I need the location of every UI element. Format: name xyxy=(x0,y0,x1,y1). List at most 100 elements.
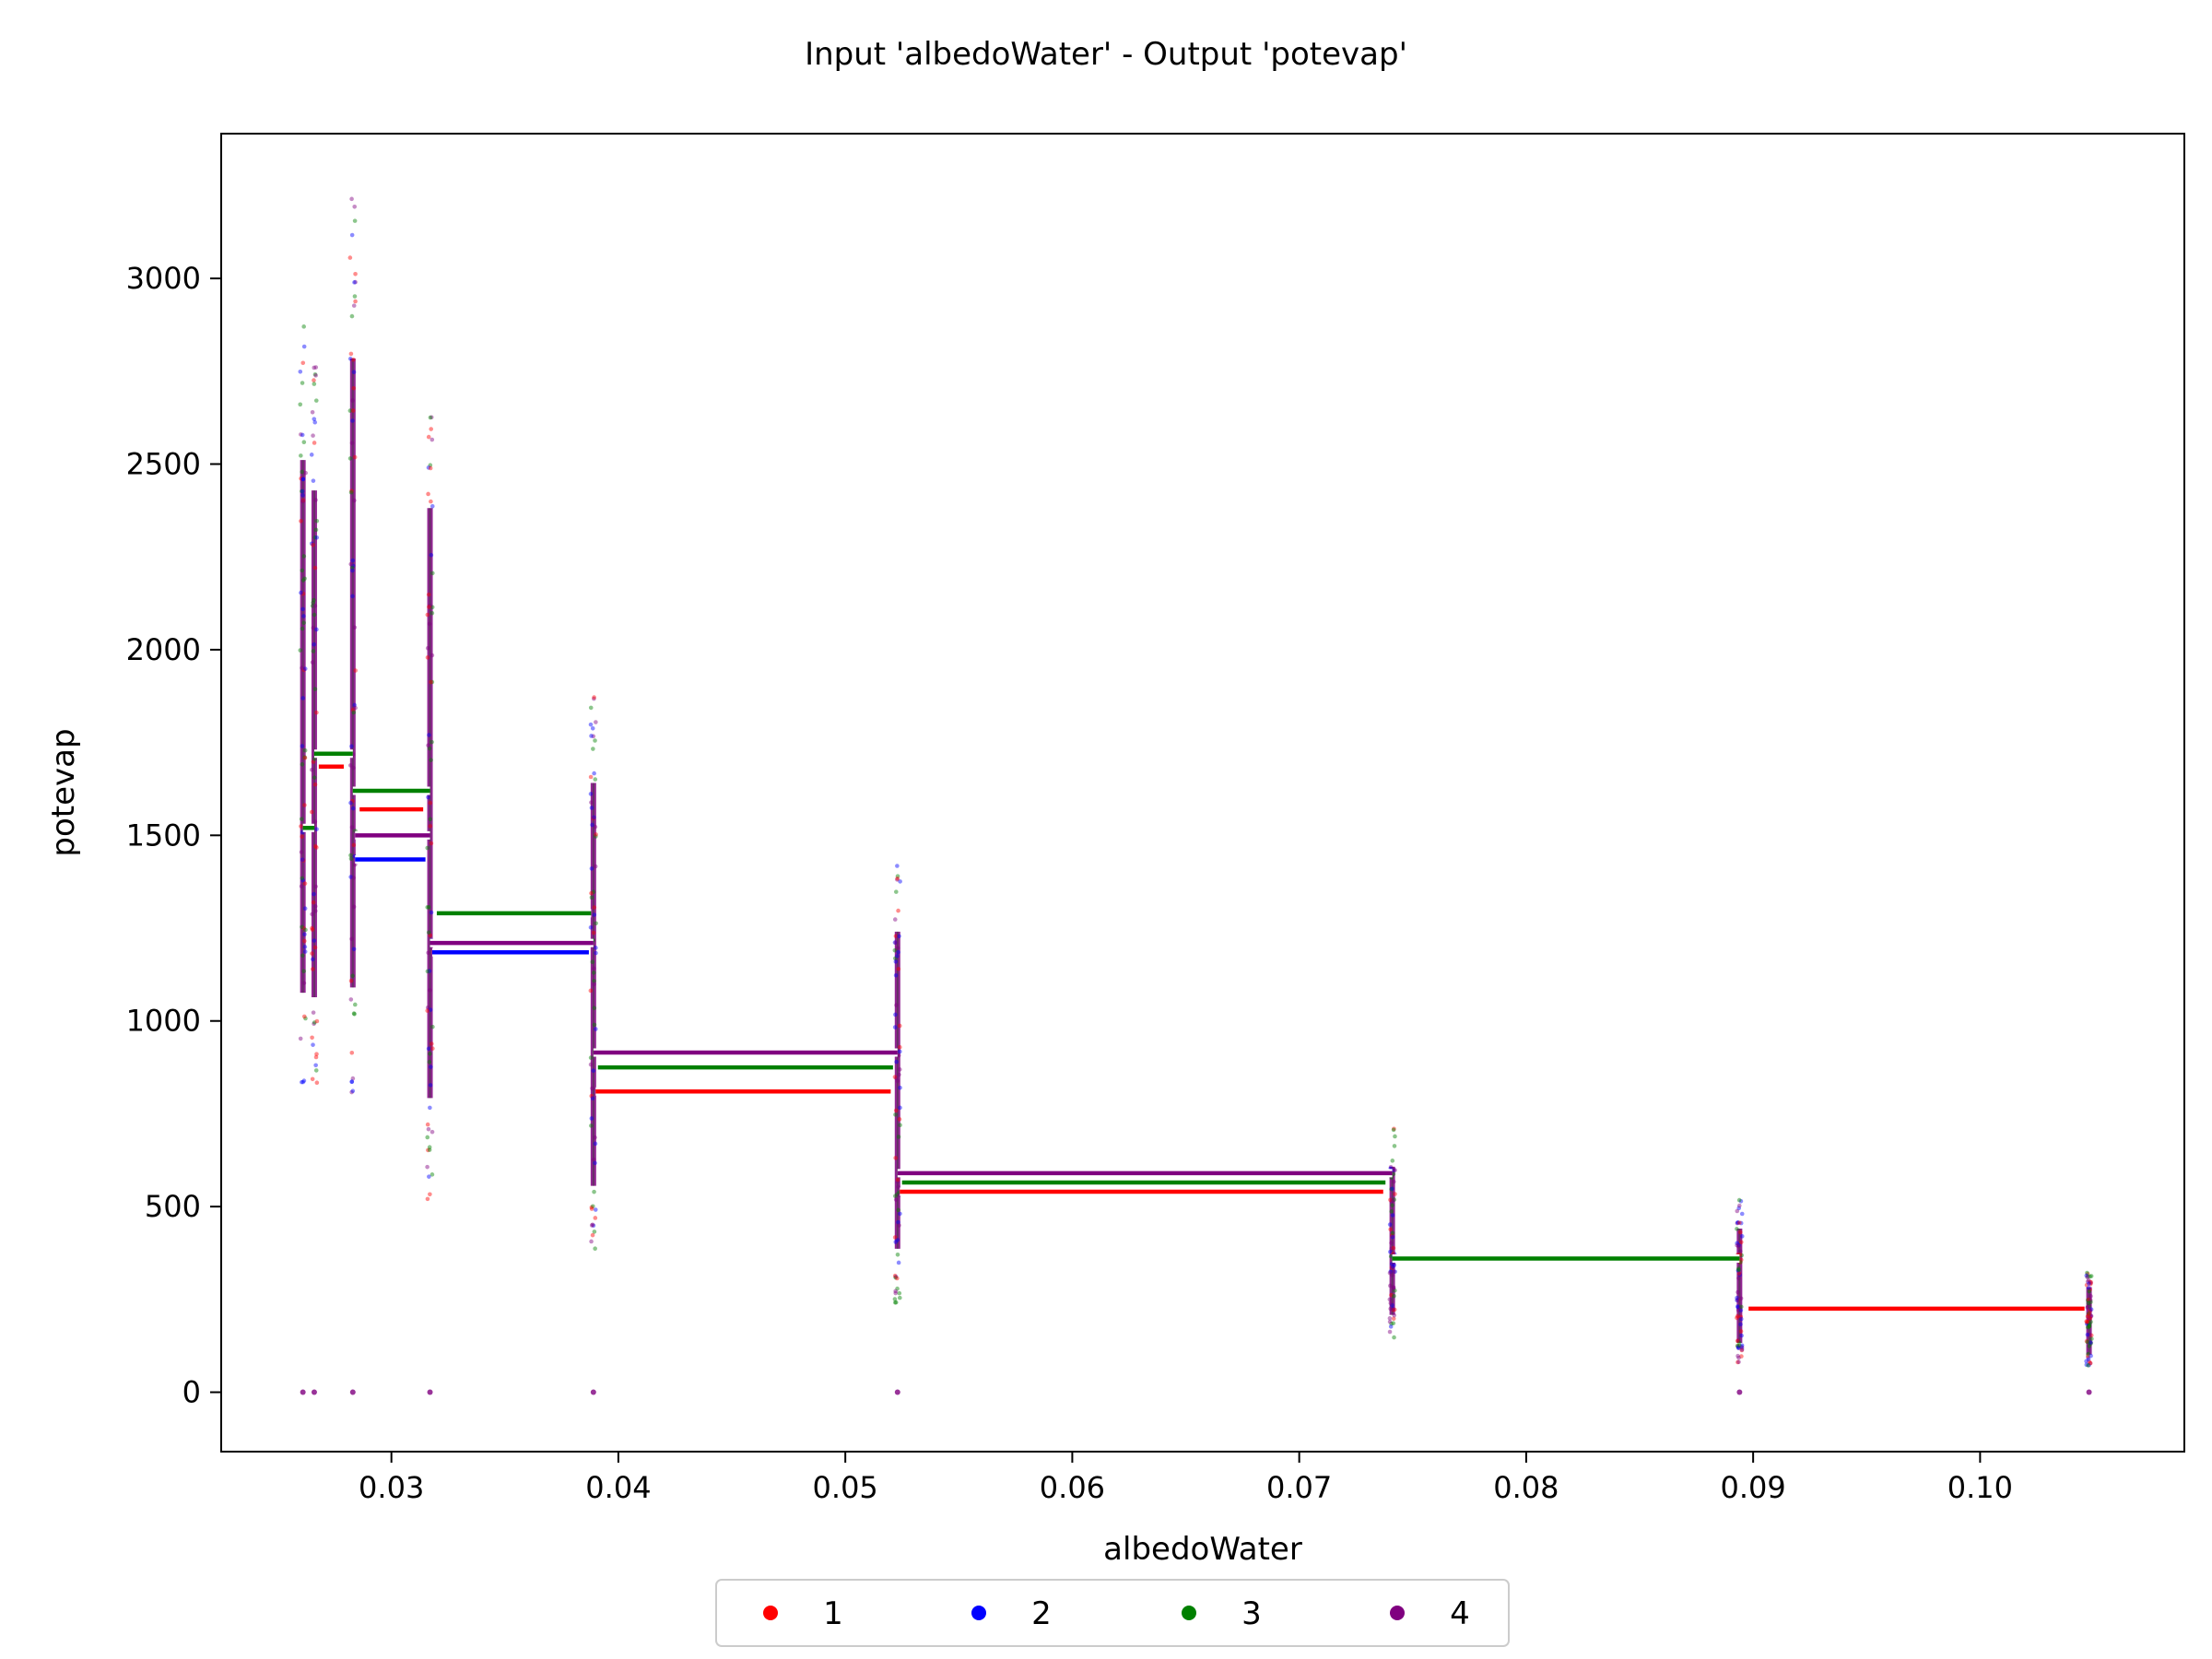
scatter-point xyxy=(310,927,315,932)
x-tick-label: 0.09 xyxy=(1721,1470,1786,1505)
scatter-point xyxy=(353,272,358,276)
scatter-layer xyxy=(298,196,2094,1395)
scatter-point xyxy=(313,1054,319,1060)
scatter-point xyxy=(353,668,359,673)
scatter-point xyxy=(594,834,598,839)
scatter-point xyxy=(351,710,357,715)
scatter-point xyxy=(2086,1363,2090,1368)
scatter-point xyxy=(311,478,316,483)
scatter-point xyxy=(1392,1144,1397,1148)
scatter-point xyxy=(350,568,355,573)
scatter-point xyxy=(895,1192,900,1196)
scatter-point xyxy=(2085,1320,2089,1324)
scatter-point xyxy=(300,499,305,504)
scatter-point xyxy=(892,1075,898,1079)
scatter-point xyxy=(593,824,598,830)
scatter-point xyxy=(896,1219,900,1225)
scatter-point xyxy=(426,743,430,748)
scatter-point xyxy=(2087,1332,2092,1337)
scatter-point xyxy=(1388,1283,1393,1288)
scatter-point xyxy=(348,561,354,567)
scatter-point xyxy=(426,434,431,440)
scatter-point xyxy=(302,881,308,886)
scatter-point xyxy=(593,1207,598,1212)
scatter-point xyxy=(310,1077,315,1082)
scatter-point xyxy=(348,997,354,1002)
scatter-point xyxy=(892,1273,898,1278)
scatter-point xyxy=(593,1246,597,1251)
scatter-point xyxy=(1735,1338,1741,1344)
scatter-point xyxy=(2088,1287,2092,1292)
scatter-point xyxy=(893,934,899,938)
scatter-point xyxy=(593,1135,597,1140)
scatter-point xyxy=(897,1023,902,1029)
scatter-point xyxy=(350,565,355,571)
scatter-point xyxy=(1391,1168,1396,1173)
scatter-point-zero xyxy=(427,1389,433,1395)
scatter-point xyxy=(1738,1257,1744,1263)
scatter-point xyxy=(1735,1313,1740,1319)
scatter-point xyxy=(350,1088,356,1094)
scatter-point xyxy=(429,415,434,420)
scatter-point xyxy=(894,889,899,894)
scatter-point xyxy=(311,1010,316,1015)
scatter-point xyxy=(314,827,319,831)
scatter-point xyxy=(2087,1322,2092,1326)
scatter-point xyxy=(312,775,317,780)
scatter-point xyxy=(312,417,317,421)
scatter-point xyxy=(2087,1324,2092,1329)
y-tick-label: 1000 xyxy=(126,1004,201,1039)
scatter-point xyxy=(1389,1199,1394,1205)
scatter-point xyxy=(1735,1305,1741,1310)
scatter-point xyxy=(895,864,900,868)
scatter-point xyxy=(1737,1272,1742,1277)
scatter-point xyxy=(1735,1227,1739,1231)
scatter-point xyxy=(299,824,303,829)
scatter-point xyxy=(893,1288,898,1294)
scatter-point xyxy=(429,437,435,442)
scatter-point xyxy=(1737,1230,1743,1235)
scatter-point xyxy=(591,1223,596,1229)
scatter-point xyxy=(1392,1197,1397,1202)
scatter-point-zero xyxy=(894,1389,900,1395)
scatter-point xyxy=(1737,1220,1742,1225)
scatter-point xyxy=(300,834,304,840)
scatter-point xyxy=(2087,1288,2092,1294)
scatter-point xyxy=(2085,1270,2089,1276)
scatter-point xyxy=(312,565,318,571)
scatter-point xyxy=(352,294,358,299)
scatter-point xyxy=(350,806,356,811)
scatter-point xyxy=(2085,1298,2090,1303)
scatter-point xyxy=(428,817,433,822)
scatter-point xyxy=(895,1252,900,1257)
scatter-point xyxy=(301,324,306,329)
scatter-point xyxy=(351,303,357,308)
scatter-point xyxy=(592,1189,596,1194)
scatter-point xyxy=(2088,1294,2093,1299)
scatter-point xyxy=(302,755,308,760)
scatter-point xyxy=(300,876,305,881)
scatter-point xyxy=(592,771,596,776)
x-axis: 0.03 0.04 0.05 0.06 0.07 0.08 0.09 0.10 xyxy=(359,1452,2013,1505)
scatter-point xyxy=(428,603,432,608)
scatter-point xyxy=(2086,1319,2090,1324)
scatter-point xyxy=(350,973,355,979)
scatter-point xyxy=(893,1290,899,1296)
scatter-point xyxy=(427,733,431,737)
scatter-point xyxy=(1389,1186,1394,1192)
scatter-point xyxy=(430,1024,435,1030)
scatter-point xyxy=(311,600,315,606)
scatter-point xyxy=(1735,1346,1741,1350)
scatter-point xyxy=(1735,1295,1739,1300)
scatter-point xyxy=(588,924,594,930)
scatter-point xyxy=(303,927,308,933)
scatter-point xyxy=(313,398,319,403)
scatter-point xyxy=(1391,1285,1396,1289)
scatter-point xyxy=(311,957,315,962)
scatter-point xyxy=(350,594,355,599)
scatter-point xyxy=(301,925,306,931)
scatter-point xyxy=(898,1105,902,1111)
scatter-point xyxy=(351,947,357,952)
scatter-point xyxy=(2087,1344,2092,1348)
scatter-point xyxy=(2085,1275,2090,1280)
